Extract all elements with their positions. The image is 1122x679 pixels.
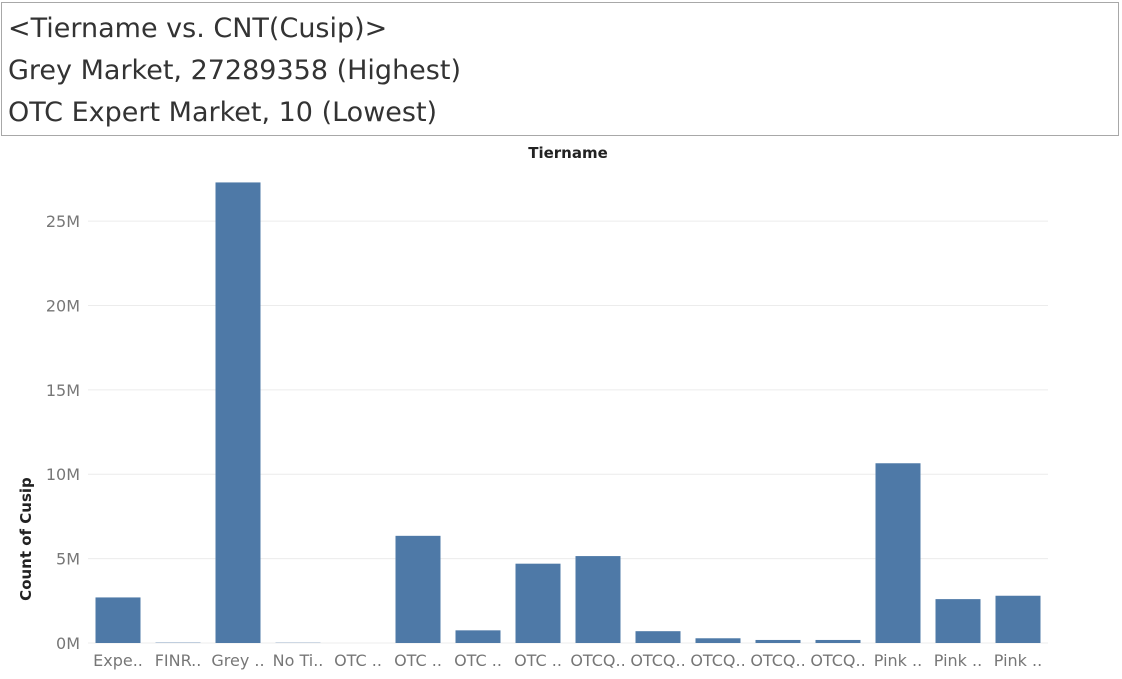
bar[interactable] xyxy=(755,639,801,643)
bar[interactable] xyxy=(455,630,501,643)
x-tick-label: OTC .. xyxy=(394,651,442,670)
x-tick-label: FINR.. xyxy=(155,651,202,670)
bar[interactable] xyxy=(575,556,621,643)
x-tick-label: OTCQ.. xyxy=(690,651,745,670)
chart-title: Tiername xyxy=(528,144,608,162)
x-tick-label: Grey .. xyxy=(211,651,264,670)
x-tick-label: No Ti.. xyxy=(273,651,324,670)
x-tick-label: Pink .. xyxy=(994,651,1042,670)
x-tick-label: OTC .. xyxy=(454,651,502,670)
y-tick-label: 5M xyxy=(56,550,80,569)
bar[interactable] xyxy=(635,631,681,643)
y-tick-label: 15M xyxy=(46,381,80,400)
y-tick-label: 20M xyxy=(46,296,80,315)
y-axis-title: Count of Cusip xyxy=(17,477,35,601)
bar[interactable] xyxy=(875,463,921,643)
x-tick-label: Expe.. xyxy=(93,651,143,670)
x-tick-label: OTCQ.. xyxy=(810,651,865,670)
bar[interactable] xyxy=(215,182,261,643)
bars xyxy=(95,182,1041,643)
x-tick-label: OTC .. xyxy=(514,651,562,670)
x-tick-label: OTCQ.. xyxy=(630,651,685,670)
bar[interactable] xyxy=(935,599,981,643)
bar[interactable] xyxy=(815,639,861,643)
y-axis-ticks: 0M 5M 10M 15M 20M 25M xyxy=(46,212,80,653)
caption-box: <Tiername vs. CNT(Cusip)> Grey Market, 2… xyxy=(1,2,1119,136)
bar[interactable] xyxy=(95,597,141,643)
y-tick-label: 25M xyxy=(46,212,80,231)
bar[interactable] xyxy=(995,595,1041,643)
y-tick-label: 0M xyxy=(56,634,80,653)
x-tick-label: Pink .. xyxy=(934,651,982,670)
caption-line-3: OTC Expert Market, 10 (Lowest) xyxy=(8,97,438,128)
x-tick-label: OTC .. xyxy=(334,651,382,670)
x-tick-label: OTCQ.. xyxy=(750,651,805,670)
x-tick-label: Pink .. xyxy=(874,651,922,670)
bar[interactable] xyxy=(515,563,561,643)
x-axis-labels: Expe.. FINR.. Grey .. No Ti.. OTC .. OTC .. OT… xyxy=(93,651,1042,670)
bar-chart-svg: 0M 5M 10M 15M 20M 25M Expe.. FINR.. Grey .. No T… xyxy=(17,144,1048,670)
caption-line-1: <Tiername vs. CNT(Cusip)> xyxy=(8,13,388,44)
bar[interactable] xyxy=(395,535,441,643)
x-tick-label: OTCQ.. xyxy=(570,651,625,670)
caption-line-2: Grey Market, 27289358 (Highest) xyxy=(8,55,461,86)
y-tick-label: 10M xyxy=(46,465,80,484)
bar[interactable] xyxy=(695,638,741,643)
bar-chart: 0M 5M 10M 15M 20M 25M Expe.. FINR.. Grey .. No T… xyxy=(0,138,1122,679)
